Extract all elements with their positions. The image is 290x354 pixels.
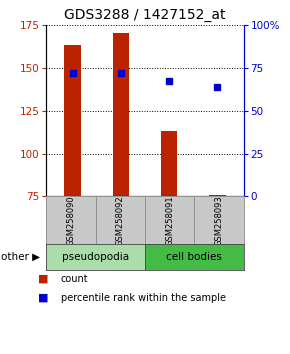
Bar [113,33,129,196]
Text: pseudopodia: pseudopodia [62,252,129,262]
Bar [161,131,177,196]
Text: ■: ■ [38,293,48,303]
Text: ■: ■ [38,274,48,284]
Bar [64,45,81,196]
Text: GSM258090: GSM258090 [66,195,76,246]
Text: percentile rank within the sample: percentile rank within the sample [61,293,226,303]
Text: GSM258091: GSM258091 [165,195,174,246]
Bar [209,195,226,196]
Text: cell bodies: cell bodies [166,252,222,262]
Text: GSM258093: GSM258093 [214,195,224,246]
Text: GSM258092: GSM258092 [116,195,125,246]
Text: count: count [61,274,88,284]
Text: other ▶: other ▶ [1,252,41,262]
Title: GDS3288 / 1427152_at: GDS3288 / 1427152_at [64,8,226,22]
